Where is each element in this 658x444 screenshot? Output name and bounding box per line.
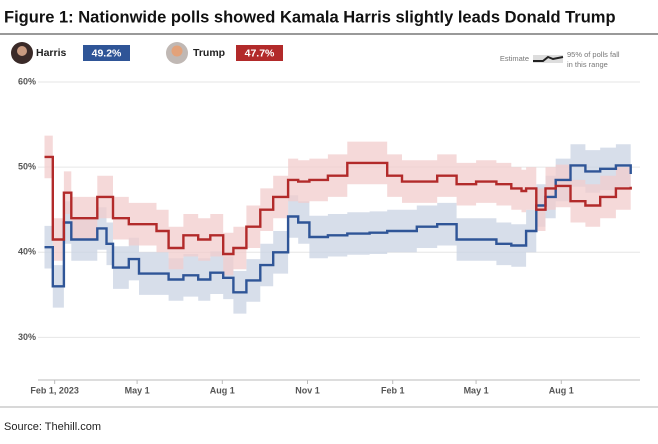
- y-tick-label: 50%: [18, 162, 36, 172]
- x-tick-label: Feb 1: [381, 385, 405, 395]
- legend-name: Harris: [36, 47, 67, 59]
- x-tick-label: Aug 1: [210, 385, 235, 395]
- series-line: [44, 155, 632, 256]
- band-label: in this range: [567, 60, 608, 69]
- legend-value: 49.2%: [92, 47, 122, 59]
- y-tick-label: 60%: [18, 76, 36, 86]
- trump-avatar-face: [171, 45, 183, 57]
- chart-title: Figure 1: Nationwide polls showed Kamala…: [4, 8, 616, 26]
- harris-avatar-face: [17, 46, 27, 56]
- estimate-legend: Estimate 95% of polls fall in this range: [500, 50, 620, 69]
- x-tick-label: May 1: [464, 385, 489, 395]
- legend-badge: [83, 45, 130, 61]
- x-tick-label: Aug 1: [549, 385, 574, 395]
- legend: [11, 42, 188, 64]
- legend-badge: [236, 45, 283, 61]
- band-label: 95% of polls fall: [567, 50, 620, 59]
- legend-value: 47.7%: [245, 47, 275, 59]
- source: Source: Thehill.com: [4, 421, 101, 433]
- confidence-band: [44, 144, 631, 314]
- y-tick-label: 30%: [18, 332, 36, 342]
- legend-name: Trump: [193, 47, 225, 59]
- y-tick-label: 40%: [18, 247, 36, 257]
- x-tick-label: Nov 1: [295, 385, 320, 395]
- band-swatch: [533, 55, 563, 63]
- x-tick-label: Feb 1, 2023: [30, 385, 79, 395]
- series-line: [44, 164, 632, 294]
- line-swatch: [533, 55, 564, 62]
- confidence-band: [44, 135, 631, 276]
- estimate-label: Estimate: [500, 54, 529, 63]
- x-tick-label: May 1: [125, 385, 150, 395]
